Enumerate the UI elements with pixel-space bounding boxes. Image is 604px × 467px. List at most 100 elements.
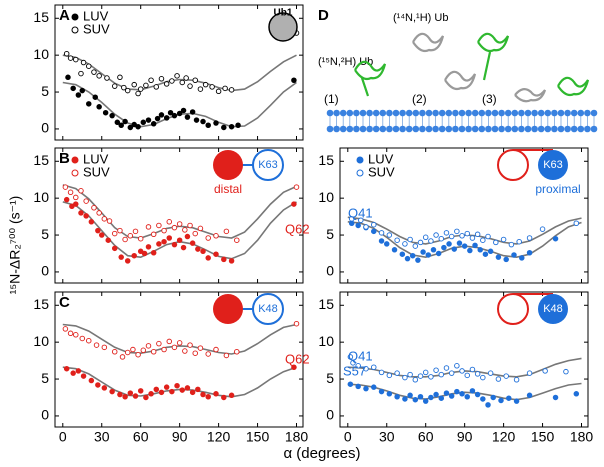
data-point <box>79 335 86 342</box>
data-point <box>171 112 178 119</box>
legend-label: LUV <box>83 151 109 166</box>
lipid-head <box>405 125 413 133</box>
diagram-label: (¹⁴N,¹H) Ub <box>393 12 448 24</box>
data-point <box>88 377 95 384</box>
lipid-head <box>366 125 373 133</box>
lipid-head <box>570 109 578 117</box>
data-point <box>124 258 131 264</box>
data-point <box>63 365 70 372</box>
lipid-head <box>379 109 387 117</box>
data-point <box>438 395 445 401</box>
proximal-ub <box>538 150 568 180</box>
data-point <box>171 241 178 248</box>
proteins <box>354 32 590 103</box>
lipid-head <box>465 125 472 133</box>
legend-label: SUV <box>83 164 110 179</box>
data-point <box>184 114 191 120</box>
y-tick-label: 0 <box>41 407 49 423</box>
data-point <box>75 92 82 98</box>
x-tick-label: 90 <box>457 429 473 445</box>
data-point <box>156 241 162 247</box>
data-point <box>109 388 115 395</box>
data-point <box>96 104 102 110</box>
data-point <box>422 234 429 241</box>
data-point <box>91 205 97 211</box>
icon-label: K63 <box>258 159 278 171</box>
data-point <box>127 233 134 239</box>
data-point <box>161 238 167 245</box>
data-point <box>132 393 139 399</box>
data-point <box>70 370 76 376</box>
data-point <box>228 123 235 130</box>
data-point <box>200 118 206 125</box>
data-point <box>394 394 400 400</box>
data-point <box>490 394 496 401</box>
data-point <box>378 238 385 244</box>
data-point <box>291 364 297 370</box>
y-tick-label: 5 <box>41 226 49 242</box>
data-point <box>174 382 180 389</box>
data-point <box>469 235 476 241</box>
lipid-head <box>498 125 505 133</box>
y-axis-label: ¹⁵N-ΔR₂⁷⁰⁰ (s⁻¹) <box>7 196 23 295</box>
data-point <box>355 363 361 369</box>
proximal-ub <box>538 294 568 324</box>
lipid-head <box>392 125 400 133</box>
data-point <box>150 121 157 127</box>
data-point <box>176 237 183 243</box>
data-point <box>407 371 413 378</box>
data-point <box>180 244 187 251</box>
data-point <box>221 256 227 263</box>
data-point <box>184 233 191 240</box>
y-tick-label: 10 <box>33 189 49 205</box>
data-point <box>493 239 499 246</box>
annotation: Q41 <box>348 348 373 363</box>
data-point <box>131 252 137 259</box>
data-point <box>472 242 478 249</box>
data-point <box>435 250 442 257</box>
data-point <box>111 83 118 89</box>
lipid-head <box>465 109 472 117</box>
data-point <box>213 120 219 126</box>
data-point <box>441 244 447 251</box>
data-point <box>96 73 102 79</box>
data-point <box>124 87 131 94</box>
data-point <box>209 84 215 90</box>
data-point <box>150 250 157 256</box>
data-point <box>184 385 191 391</box>
data-point <box>169 78 175 84</box>
lipid-head <box>366 109 373 117</box>
data-point <box>192 350 198 356</box>
data-point <box>438 235 445 242</box>
data-point <box>412 396 419 403</box>
data-point <box>503 373 509 379</box>
data-point <box>148 391 154 397</box>
data-point <box>104 75 110 81</box>
data-point <box>291 201 297 207</box>
data-point <box>386 391 393 397</box>
data-point <box>189 109 196 115</box>
data-point <box>131 81 137 88</box>
data-point <box>355 222 361 229</box>
proximal-ub <box>252 149 284 181</box>
data-point <box>428 374 434 380</box>
data-point <box>140 119 147 126</box>
lipid-head <box>577 125 585 133</box>
data-point <box>464 394 470 400</box>
data-point <box>464 230 470 237</box>
data-point <box>161 346 167 353</box>
data-point <box>122 394 128 400</box>
data-point <box>506 395 512 401</box>
data-point <box>130 346 136 353</box>
legend-marker <box>71 26 79 34</box>
data-point <box>137 86 144 92</box>
data-point <box>122 236 128 243</box>
data-point <box>552 235 559 242</box>
data-point <box>519 255 525 261</box>
data-point <box>443 390 450 396</box>
legend-marker <box>71 156 79 164</box>
data-point <box>433 391 439 398</box>
data-point <box>485 233 491 240</box>
data-point <box>469 366 476 373</box>
data-point <box>163 81 170 87</box>
